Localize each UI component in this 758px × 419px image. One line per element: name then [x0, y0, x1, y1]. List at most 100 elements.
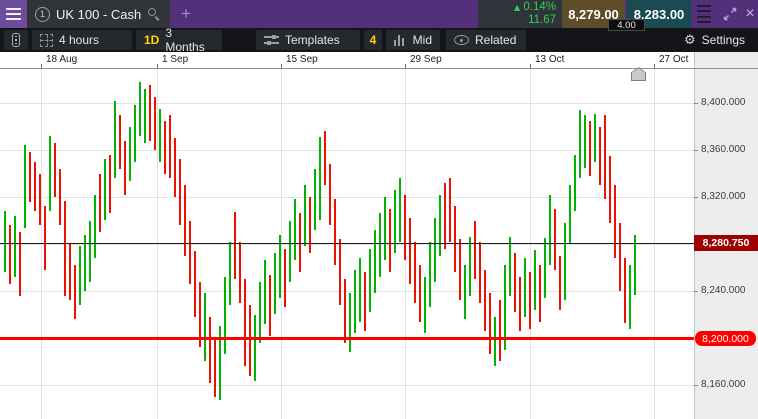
price-bar	[614, 185, 616, 259]
price-alert-label[interactable]: 8,200.000	[695, 331, 756, 346]
price-bar	[234, 212, 236, 280]
price-alert-line[interactable]	[0, 337, 694, 340]
templates-button[interactable]: Templates	[256, 30, 360, 50]
settings-button[interactable]: ⚙ Settings	[676, 30, 754, 50]
price-bar	[579, 110, 581, 179]
price-bar	[604, 114, 606, 200]
price-axis-tick	[694, 197, 698, 198]
date-axis-label: 15 Sep	[286, 54, 318, 65]
add-tab-button[interactable]: +	[181, 4, 191, 23]
price-bar	[134, 105, 136, 162]
price-bar	[414, 241, 416, 303]
grid-line-horizontal	[0, 150, 694, 151]
interval-button[interactable]: 4 hours	[32, 30, 132, 50]
price-bar	[19, 232, 21, 296]
price-bar	[24, 145, 26, 228]
date-axis-tick	[654, 64, 655, 68]
price-bar	[629, 265, 631, 329]
price-bar	[34, 161, 36, 212]
price-bar	[374, 229, 376, 294]
price-bar	[249, 305, 251, 376]
price-bar	[214, 338, 216, 397]
price-bar	[404, 194, 406, 261]
price-bar	[119, 114, 121, 169]
price-bar	[54, 142, 56, 197]
instrument-title: UK 100 - Cash	[56, 6, 142, 22]
spread-value: 4.00	[608, 19, 645, 31]
date-axis[interactable]	[0, 52, 694, 68]
watchlist-icon[interactable]	[697, 5, 711, 23]
price-bar	[204, 293, 206, 362]
price-bar	[399, 178, 401, 242]
price-bar	[334, 199, 336, 266]
price-bar	[114, 100, 116, 179]
chart-area[interactable]: 8,280.750 8,200.000 18 Aug 1 Sep 15 Sep 29 …	[0, 52, 758, 419]
price-bar	[599, 126, 601, 186]
price-bar	[159, 108, 161, 162]
price-bar	[99, 173, 101, 233]
hamburger-menu-icon[interactable]	[0, 0, 27, 28]
price-bar	[619, 222, 621, 291]
price-bar	[554, 208, 556, 270]
price-bar	[509, 236, 511, 296]
gear-icon: ⚙	[684, 32, 696, 48]
indicator-count-badge[interactable]: 4	[364, 30, 382, 50]
price-source-button[interactable]: Mid	[386, 30, 440, 50]
time-marker-icon[interactable]	[631, 67, 646, 81]
price-bar	[94, 194, 96, 259]
up-triangle-icon: ▲	[514, 3, 521, 12]
price-bar	[489, 293, 491, 355]
price-bar	[199, 281, 201, 348]
current-price-line	[0, 243, 694, 245]
sliders-icon	[264, 34, 279, 46]
price-axis-tick	[694, 103, 698, 104]
range-label: 3 Months	[165, 26, 205, 54]
price-bar	[499, 300, 501, 362]
close-icon[interactable]: ×	[745, 5, 755, 22]
price-bar	[89, 220, 91, 282]
search-icon[interactable]	[147, 7, 161, 21]
date-axis-tick	[41, 64, 42, 68]
chart-toolbar: 4 hours 1D 3 Months Templates 4 Mid Rela…	[0, 26, 758, 54]
price-bar	[584, 114, 586, 168]
price-bar	[474, 220, 476, 280]
price-bar	[494, 316, 496, 367]
current-price-label: 8,280.750	[694, 235, 758, 252]
date-axis-label: 1 Sep	[162, 54, 189, 65]
price-bar	[294, 199, 296, 261]
price-axis-label: 8,240.000	[701, 285, 746, 296]
price-bar	[64, 200, 66, 296]
price-bar	[439, 194, 441, 256]
price-bar	[514, 253, 516, 313]
price-bar	[569, 185, 571, 244]
grid-line-horizontal	[0, 244, 694, 245]
price-bar	[79, 246, 81, 306]
price-bar	[149, 85, 151, 141]
price-bar	[609, 155, 611, 223]
price-bar	[319, 137, 321, 221]
range-button[interactable]: 1D 3 Months	[136, 26, 222, 54]
price-bar	[479, 241, 481, 303]
chart-list-button[interactable]	[4, 30, 28, 50]
sell-price-button[interactable]: 8,279.00	[562, 0, 625, 28]
price-bar	[349, 293, 351, 353]
price-bar	[324, 131, 326, 186]
price-bar	[144, 88, 146, 143]
price-bar	[299, 213, 301, 273]
price-bar	[504, 265, 506, 350]
price-bar	[304, 185, 306, 247]
grid-line-horizontal	[0, 103, 694, 104]
templates-label: Templates	[285, 33, 340, 47]
price-bar	[529, 272, 531, 329]
instrument-tab[interactable]: 1 UK 100 - Cash	[27, 0, 170, 28]
price-bar	[209, 316, 211, 383]
date-axis-tick	[157, 64, 158, 68]
related-button[interactable]: Related	[446, 30, 526, 50]
price-bar	[244, 279, 246, 367]
price-bar	[624, 258, 626, 323]
price-bar	[344, 279, 346, 343]
price-bar	[139, 81, 141, 136]
price-bar	[309, 197, 311, 254]
expand-icon[interactable]	[722, 6, 738, 22]
